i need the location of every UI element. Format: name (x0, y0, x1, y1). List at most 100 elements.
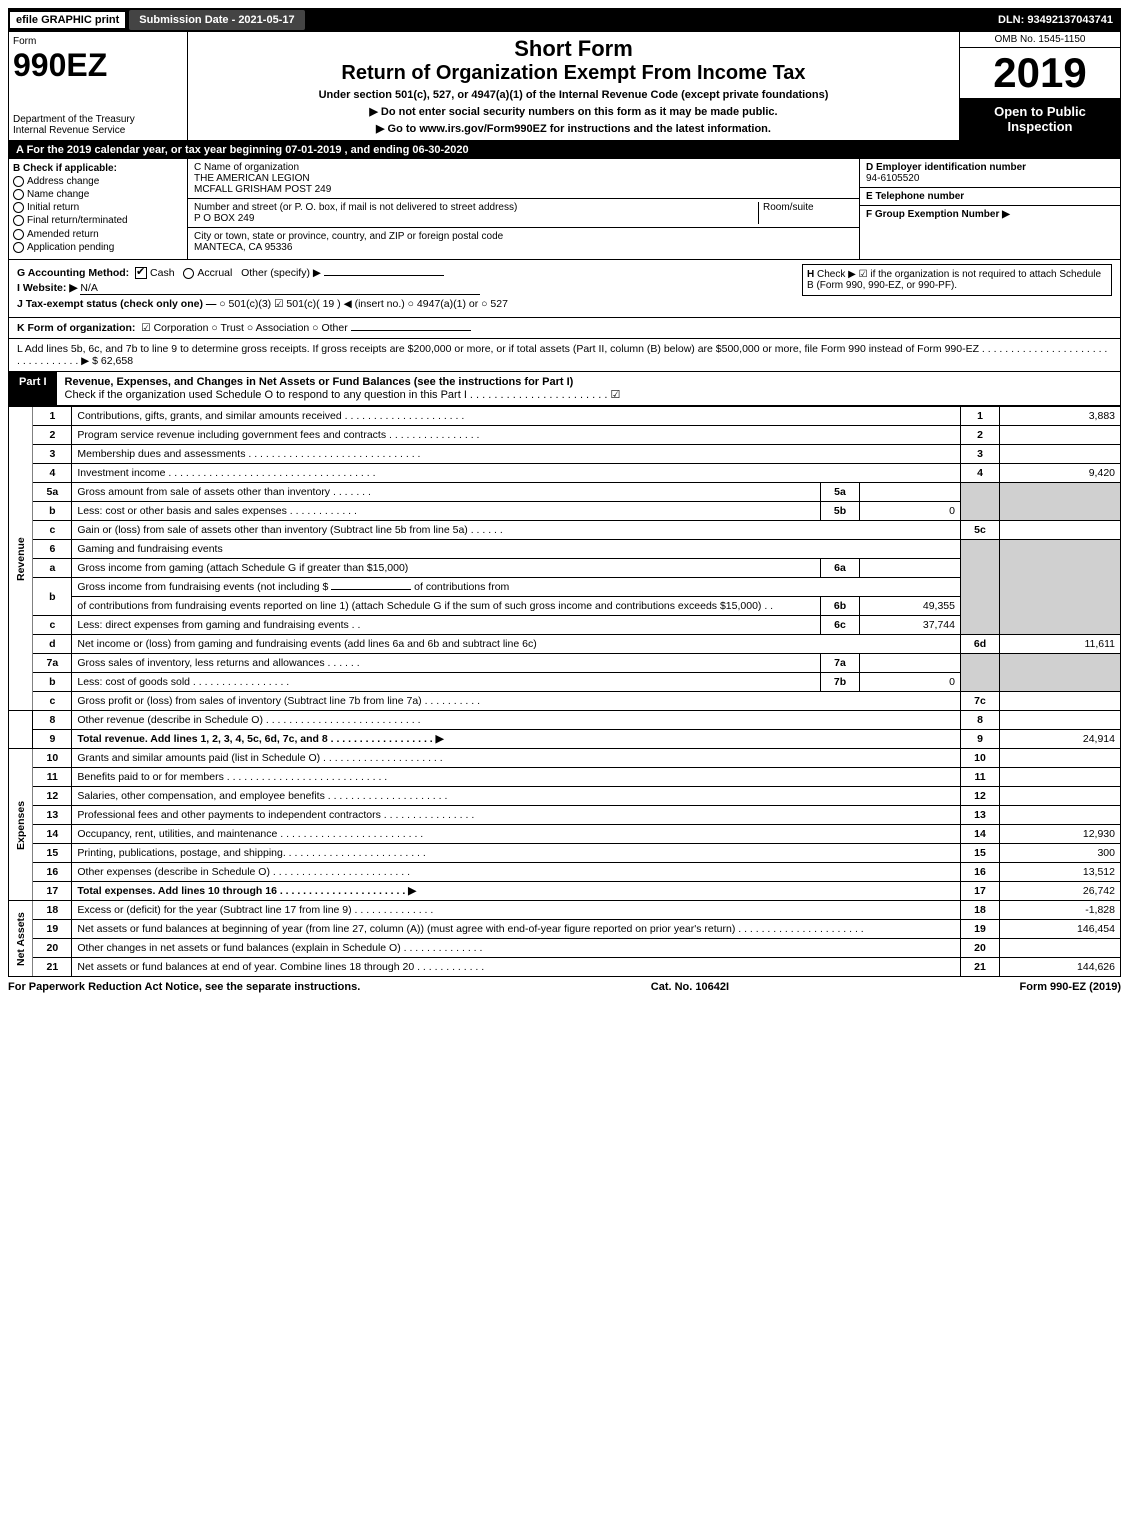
l7c-desc: Gross profit or (loss) from sales of inv… (72, 692, 961, 711)
l8-num: 8 (33, 711, 72, 730)
l5c-num: c (33, 521, 72, 540)
city-value: MANTECA, CA 95336 (194, 242, 292, 253)
l11-num: 11 (33, 768, 72, 787)
l19-num: 19 (33, 920, 72, 939)
l18-col: 18 (961, 901, 1000, 920)
l14-num: 14 (33, 825, 72, 844)
l4-num: 4 (33, 464, 72, 483)
l16-num: 16 (33, 863, 72, 882)
l1-amt: 3,883 (1000, 407, 1121, 426)
l5a-num: 5a (33, 483, 72, 502)
l3-amt (1000, 445, 1121, 464)
line-h-label: H (807, 269, 814, 280)
l2-desc: Program service revenue including govern… (72, 426, 961, 445)
l6b-desc-of: of contributions from (414, 581, 509, 593)
g-accrual-check[interactable] (183, 268, 194, 279)
l7a-sc: 7a (821, 654, 860, 673)
open-public: Open to Public (964, 104, 1116, 119)
irs-label: Internal Revenue Service (13, 125, 183, 136)
l7a-sa (860, 654, 961, 673)
l18-num: 18 (33, 901, 72, 920)
chk-pending[interactable]: Application pending (27, 242, 114, 253)
l20-num: 20 (33, 939, 72, 958)
l5b-sa: 0 (860, 502, 961, 521)
l7c-amt (1000, 692, 1121, 711)
l6c-num: c (33, 616, 72, 635)
l19-amt: 146,454 (1000, 920, 1121, 939)
l15-amt: 300 (1000, 844, 1121, 863)
subtitle-ssn: ▶ Do not enter social security numbers o… (196, 105, 951, 118)
l20-col: 20 (961, 939, 1000, 958)
l7a-num: 7a (33, 654, 72, 673)
g-cash: Cash (150, 267, 175, 279)
c-name-label: C Name of organization (194, 162, 853, 173)
l5a-sa (860, 483, 961, 502)
l21-col: 21 (961, 958, 1000, 977)
l7c-num: c (33, 692, 72, 711)
page-footer: For Paperwork Reduction Act Notice, see … (8, 977, 1121, 997)
l1-desc: Contributions, gifts, grants, and simila… (72, 407, 961, 426)
top-bar: efile GRAPHIC print Submission Date - 20… (8, 8, 1121, 32)
d-label: D Employer identification number (866, 162, 1026, 173)
l19-col: 19 (961, 920, 1000, 939)
l7b-sc: 7b (821, 673, 860, 692)
subtitle-section: Under section 501(c), 527, or 4947(a)(1)… (196, 89, 951, 101)
l5b-num: b (33, 502, 72, 521)
side-revenue: Revenue (9, 407, 33, 711)
efile-label[interactable]: efile GRAPHIC print (10, 12, 125, 28)
subtitle-goto[interactable]: ▶ Go to www.irs.gov/Form990EZ for instru… (196, 122, 951, 135)
inspection-label: Inspection (964, 119, 1116, 134)
l6b-sc: 6b (821, 597, 860, 616)
l16-col: 16 (961, 863, 1000, 882)
chk-name[interactable]: Name change (27, 189, 89, 200)
side-expenses: Expenses (9, 749, 33, 901)
l5b-desc: Less: cost or other basis and sales expe… (72, 502, 821, 521)
l6c-sa: 37,744 (860, 616, 961, 635)
line-i-value: N/A (80, 282, 480, 295)
l6d-num: d (33, 635, 72, 654)
line-j-opts[interactable]: ○ 501(c)(3) ☑ 501(c)( 19 ) ◀ (insert no.… (219, 298, 508, 310)
part-i-title: Revenue, Expenses, and Changes in Net As… (65, 376, 574, 388)
l6c-desc: Less: direct expenses from gaming and fu… (72, 616, 821, 635)
l9-num: 9 (33, 730, 72, 749)
l17-amt: 26,742 (1000, 882, 1121, 901)
line-k-opts[interactable]: ☑ Corporation ○ Trust ○ Association ○ Ot… (141, 322, 347, 334)
room-suite-label: Room/suite (758, 202, 853, 224)
l13-col: 13 (961, 806, 1000, 825)
part-i-check: Check if the organization used Schedule … (65, 389, 621, 401)
chk-amended[interactable]: Amended return (27, 229, 99, 240)
g-cash-check[interactable] (135, 267, 147, 279)
chk-initial[interactable]: Initial return (27, 202, 79, 213)
l13-amt (1000, 806, 1121, 825)
l10-col: 10 (961, 749, 1000, 768)
l5a-desc: Gross amount from sale of assets other t… (72, 483, 821, 502)
l17-col: 17 (961, 882, 1000, 901)
l14-amt: 12,930 (1000, 825, 1121, 844)
line-k: K Form of organization: ☑ Corporation ○ … (8, 318, 1121, 339)
l6a-sc: 6a (821, 559, 860, 578)
l17-num: 17 (33, 882, 72, 901)
chk-final[interactable]: Final return/terminated (27, 216, 128, 227)
chk-address[interactable]: Address change (27, 176, 99, 187)
l2-amt (1000, 426, 1121, 445)
l11-col: 11 (961, 768, 1000, 787)
box-b: B Check if applicable: Address change Na… (9, 159, 188, 259)
l12-amt (1000, 787, 1121, 806)
dln-label: DLN: 93492137043741 (992, 12, 1119, 28)
lines-ghij: H Check ▶ ☑ if the organization is not r… (8, 260, 1121, 318)
form-header: Form 990EZ Department of the Treasury In… (8, 32, 1121, 141)
line-h-text: Check ▶ ☑ if the organization is not req… (807, 269, 1101, 291)
title-return: Return of Organization Exempt From Incom… (196, 62, 951, 85)
l6b-desc2: of contributions from fundraising events… (72, 597, 821, 616)
l7b-num: b (33, 673, 72, 692)
line-i-label: I Website: ▶ (17, 282, 77, 294)
entity-box-row: B Check if applicable: Address change Na… (8, 159, 1121, 260)
line-g-label: G Accounting Method: (17, 267, 129, 279)
period-line-a: A For the 2019 calendar year, or tax yea… (8, 141, 1121, 159)
l6c-sc: 6c (821, 616, 860, 635)
footer-right: Form 990-EZ (2019) (1020, 981, 1121, 993)
l21-num: 21 (33, 958, 72, 977)
l6b-num: b (33, 578, 72, 616)
l15-num: 15 (33, 844, 72, 863)
l20-amt (1000, 939, 1121, 958)
